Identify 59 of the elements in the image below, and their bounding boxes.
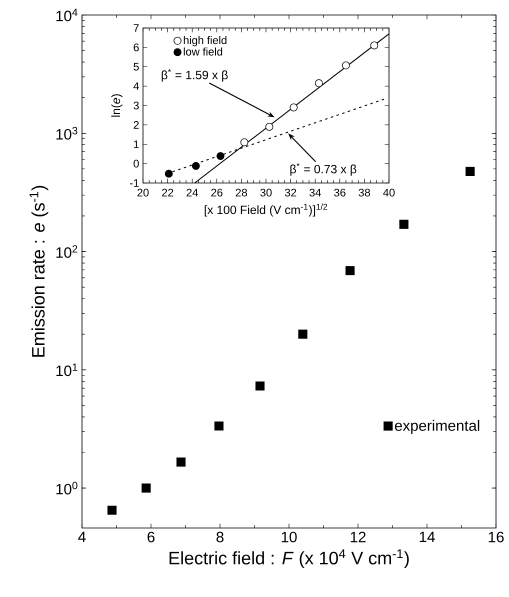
y-tick-label: 4 (133, 82, 139, 90)
y-tick-label: 7 (134, 24, 139, 32)
x-tick-label: 32 (284, 188, 296, 197)
point (107, 506, 117, 515)
point (192, 162, 200, 170)
y-axis-title: ln(e) (111, 94, 122, 117)
y-tick-label: 1 (134, 140, 139, 148)
point (265, 122, 274, 131)
x-tick-label: 4 (78, 532, 86, 542)
annotation: β$^{*}$ = 0.73 x β (290, 163, 356, 176)
x-tick-label: 30 (260, 188, 272, 197)
x-tick-label: 38 (358, 188, 370, 197)
y-tick-label: -1 (130, 179, 139, 187)
point (370, 41, 378, 50)
x-tick-label: 8 (216, 532, 224, 542)
x-tick-label: 10 (282, 532, 297, 542)
point (298, 330, 308, 339)
x-tick-label: 14 (420, 532, 435, 542)
point (290, 103, 298, 112)
point (176, 458, 186, 467)
x-tick-label: 24 (186, 188, 198, 196)
x-tick-label: 16 (488, 532, 504, 542)
point (214, 421, 224, 431)
y-axis-title: Emission rate : e (s$^{-1}$) (30, 186, 48, 357)
x-tick-label: 20 (137, 188, 149, 197)
x-tick-label: 26 (211, 188, 222, 197)
y-tick-label: 2 (134, 121, 139, 129)
legend-label: experimental (394, 420, 480, 434)
x-tick-label: 6 (148, 532, 155, 542)
point (342, 61, 350, 70)
point (142, 484, 151, 493)
y-tick-label: 6 (134, 43, 139, 52)
x-tick-label: 22 (162, 188, 174, 196)
x-axis-title: [x 100 Field (V cm$^{-1}$)]$^{1/2}$ (204, 204, 328, 216)
x-axis-title: Electric field : F (x 10$^{4}$ V cm$^{-1}$) (170, 549, 409, 568)
annotation: β$^{*}$ = 1.59 x β (162, 69, 228, 82)
y-tick-label: 10$^{0}$ (56, 482, 78, 494)
legend-label: high field (184, 36, 226, 46)
y-tick-label: 3 (134, 102, 139, 110)
point (240, 138, 248, 146)
legend-label: low field (184, 47, 222, 56)
point (164, 170, 173, 178)
y-tick-label: 5 (134, 62, 139, 71)
point (255, 381, 265, 391)
point (399, 220, 408, 229)
y-tick-label: 10$^{2}$ (56, 245, 78, 258)
point (216, 152, 224, 160)
x-tick-label: 36 (334, 188, 346, 197)
x-tick-label: 12 (350, 532, 366, 542)
y-tick-label: 10$^{3}$ (56, 126, 78, 140)
x-tick-label: 40 (383, 188, 395, 197)
y-tick-label: 10$^{4}$ (56, 8, 78, 22)
y-tick-label: 10$^{1}$ (56, 364, 78, 376)
point (346, 266, 355, 276)
x-tick-label: 34 (310, 188, 321, 197)
x-tick-label: 28 (236, 188, 248, 197)
y-tick-label: 0 (134, 160, 139, 168)
point (314, 79, 323, 88)
point (466, 166, 475, 176)
